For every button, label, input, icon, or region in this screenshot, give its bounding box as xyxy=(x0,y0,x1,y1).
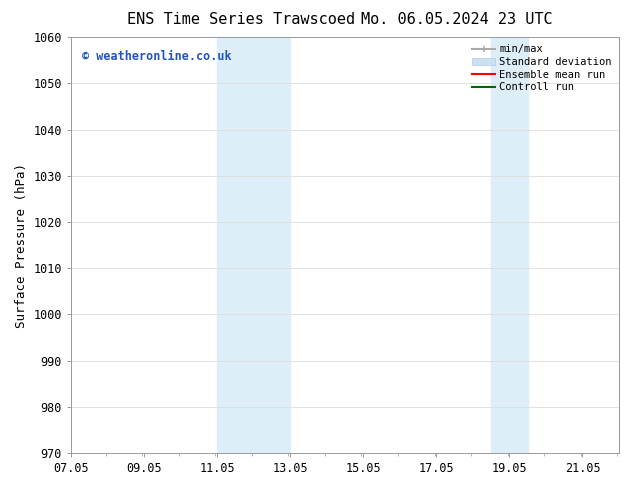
Bar xyxy=(217,37,290,453)
Bar xyxy=(491,37,527,453)
Legend: min/max, Standard deviation, Ensemble mean run, Controll run: min/max, Standard deviation, Ensemble me… xyxy=(470,42,614,95)
Text: © weatheronline.co.uk: © weatheronline.co.uk xyxy=(82,49,231,63)
Y-axis label: Surface Pressure (hPa): Surface Pressure (hPa) xyxy=(15,163,28,327)
Text: ENS Time Series Trawscoed: ENS Time Series Trawscoed xyxy=(127,12,355,27)
Text: Mo. 06.05.2024 23 UTC: Mo. 06.05.2024 23 UTC xyxy=(361,12,552,27)
